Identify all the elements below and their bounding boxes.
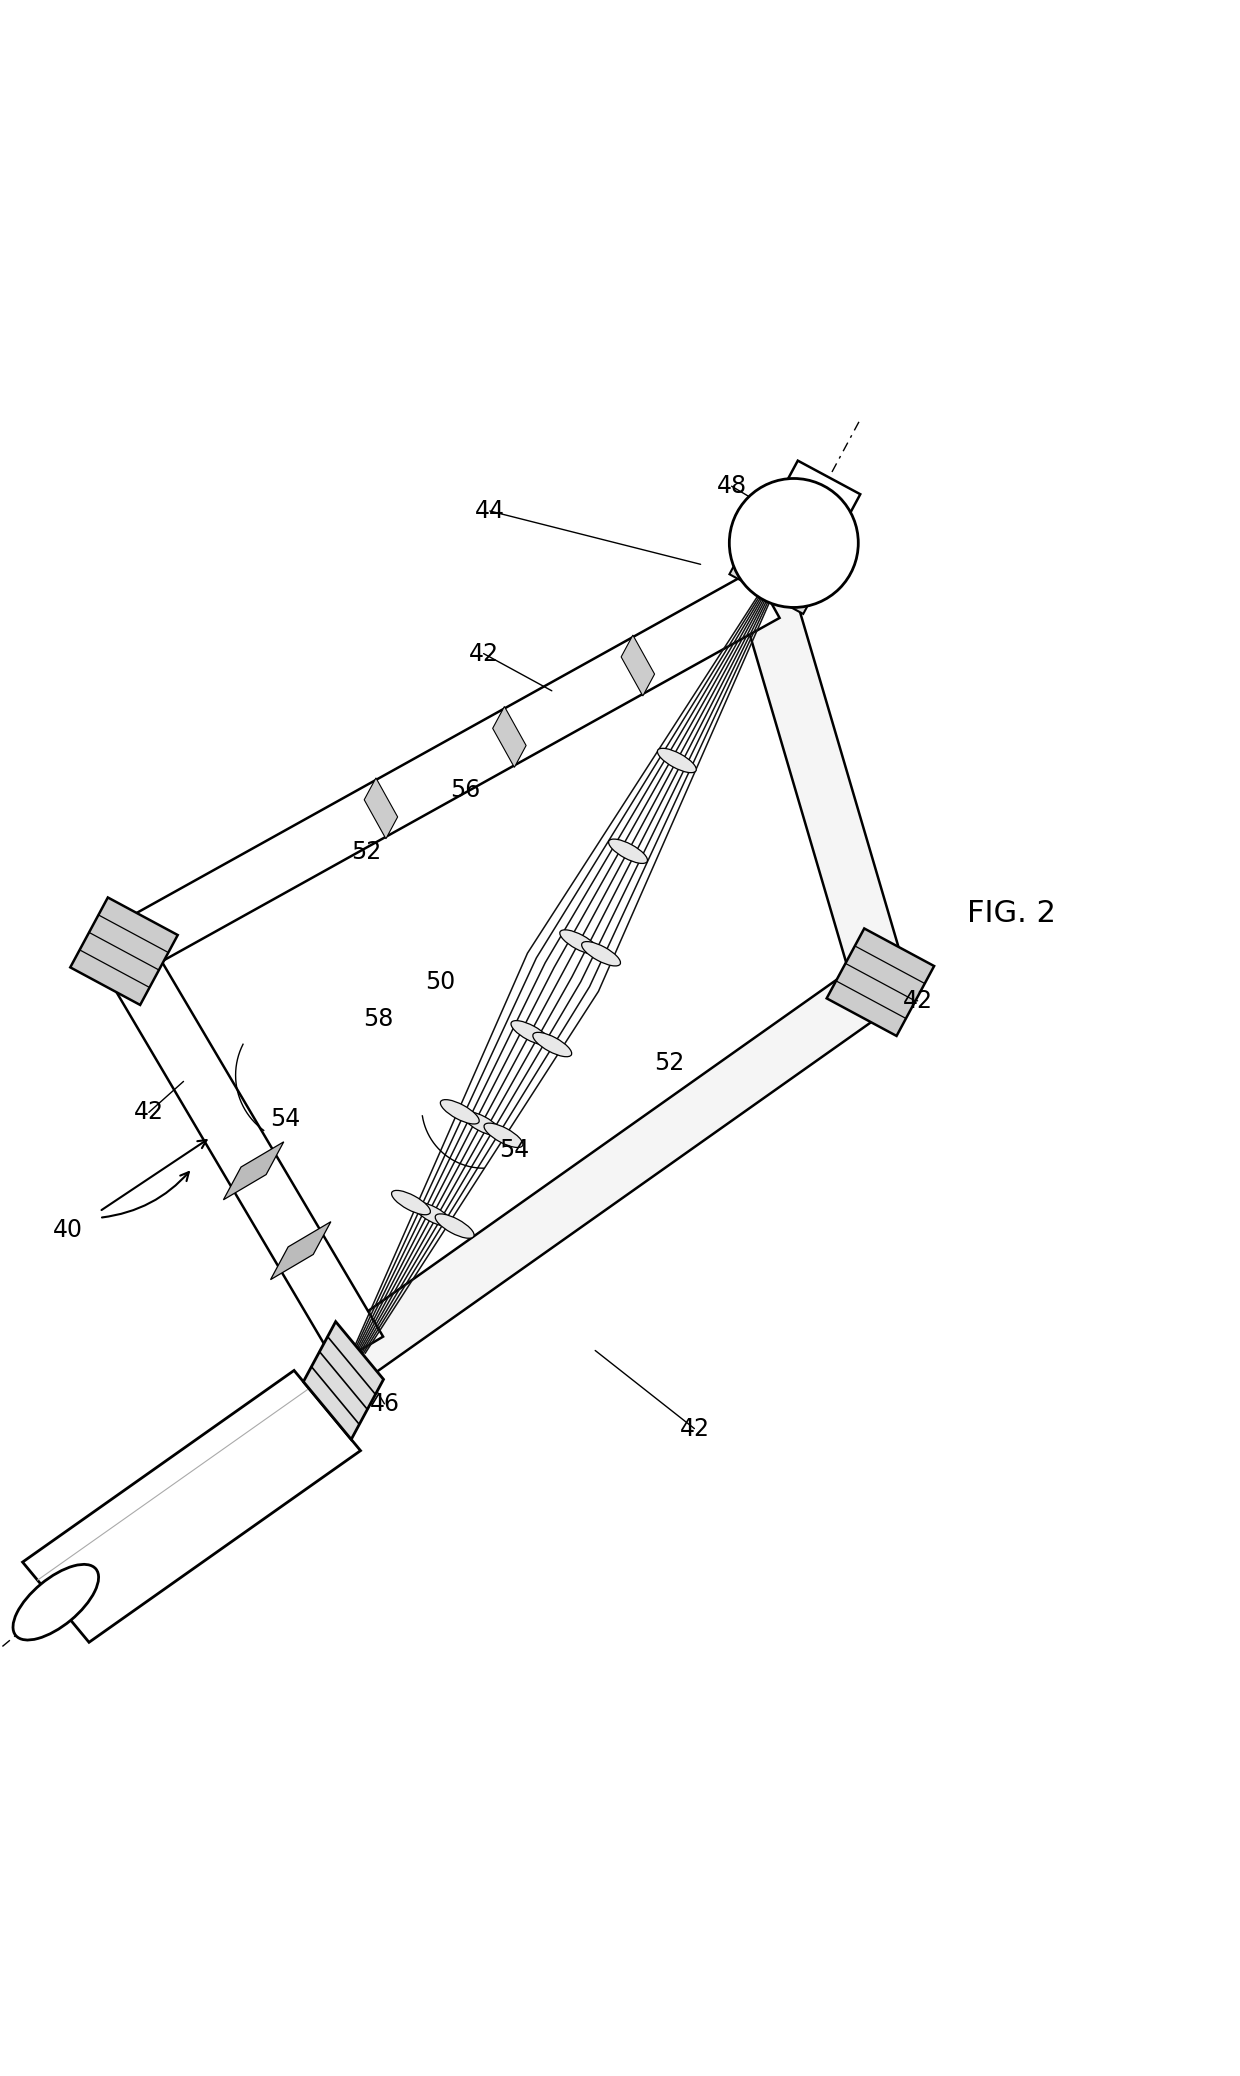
Polygon shape bbox=[71, 897, 177, 1005]
Ellipse shape bbox=[729, 477, 858, 608]
Text: 42: 42 bbox=[134, 1100, 164, 1125]
Ellipse shape bbox=[484, 1123, 523, 1148]
Ellipse shape bbox=[463, 1111, 501, 1136]
Text: FIG. 2: FIG. 2 bbox=[967, 899, 1056, 928]
Ellipse shape bbox=[12, 1565, 99, 1640]
Ellipse shape bbox=[511, 1021, 549, 1044]
Text: 42: 42 bbox=[469, 641, 498, 666]
Text: 52: 52 bbox=[351, 841, 381, 864]
Text: 40: 40 bbox=[53, 1219, 83, 1241]
Polygon shape bbox=[22, 1370, 361, 1642]
Ellipse shape bbox=[533, 1032, 572, 1057]
Polygon shape bbox=[304, 1322, 383, 1439]
Polygon shape bbox=[763, 461, 861, 561]
Text: 50: 50 bbox=[425, 969, 455, 994]
Text: 52: 52 bbox=[655, 1050, 684, 1075]
Polygon shape bbox=[365, 778, 398, 839]
Polygon shape bbox=[621, 635, 655, 695]
Ellipse shape bbox=[582, 943, 620, 965]
Ellipse shape bbox=[440, 1100, 479, 1123]
Ellipse shape bbox=[435, 1214, 474, 1237]
Polygon shape bbox=[100, 938, 383, 1364]
Polygon shape bbox=[729, 523, 831, 614]
Polygon shape bbox=[270, 1221, 331, 1279]
Polygon shape bbox=[492, 706, 526, 768]
Text: 42: 42 bbox=[903, 988, 932, 1013]
Polygon shape bbox=[740, 585, 906, 990]
Ellipse shape bbox=[413, 1202, 453, 1227]
Polygon shape bbox=[827, 928, 934, 1036]
Text: 46: 46 bbox=[370, 1391, 399, 1416]
Text: 56: 56 bbox=[450, 778, 480, 801]
Polygon shape bbox=[110, 571, 780, 976]
Text: 58: 58 bbox=[363, 1007, 393, 1032]
Ellipse shape bbox=[609, 839, 647, 864]
Ellipse shape bbox=[392, 1190, 430, 1214]
Text: 54: 54 bbox=[270, 1107, 300, 1131]
Polygon shape bbox=[223, 1142, 284, 1200]
Polygon shape bbox=[343, 959, 897, 1372]
Ellipse shape bbox=[559, 930, 599, 955]
Text: 42: 42 bbox=[680, 1416, 709, 1441]
Text: 44: 44 bbox=[475, 498, 505, 523]
Text: 54: 54 bbox=[500, 1138, 529, 1163]
Text: 48: 48 bbox=[717, 473, 746, 498]
Ellipse shape bbox=[657, 747, 697, 772]
